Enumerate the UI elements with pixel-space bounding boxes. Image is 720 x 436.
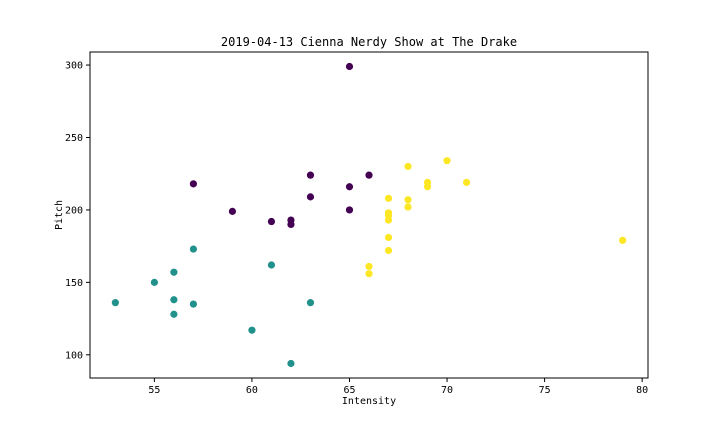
data-point xyxy=(423,183,432,191)
data-point xyxy=(267,217,276,226)
data-point xyxy=(170,310,178,318)
data-point xyxy=(170,296,178,304)
data-point xyxy=(111,299,119,307)
data-point xyxy=(306,193,315,201)
x-tick-label: 75 xyxy=(539,385,551,396)
data-point xyxy=(365,171,373,179)
data-point xyxy=(189,180,198,188)
y-tick-label: 200 xyxy=(65,205,83,216)
y-tick-label: 100 xyxy=(65,350,83,361)
data-point xyxy=(404,203,412,211)
data-point xyxy=(306,299,315,307)
chart-title: 2019-04-13 Cienna Nerdy Show at The Drak… xyxy=(221,35,517,49)
data-point xyxy=(306,171,315,179)
data-point xyxy=(443,157,451,165)
data-point xyxy=(170,268,178,276)
x-axis-label: Intensity xyxy=(342,396,396,407)
y-axis-label: Pitch xyxy=(54,200,65,230)
data-point xyxy=(189,245,198,253)
data-point xyxy=(228,207,237,215)
x-tick-label: 60 xyxy=(246,385,258,396)
data-point xyxy=(619,236,627,244)
y-tick-label: 300 xyxy=(65,61,83,72)
data-point xyxy=(384,216,393,224)
data-point xyxy=(150,278,158,286)
data-point xyxy=(404,162,412,171)
data-point xyxy=(462,178,471,186)
y-tick-label: 150 xyxy=(65,278,83,289)
data-point xyxy=(404,196,412,204)
data-points xyxy=(111,62,627,368)
data-point xyxy=(287,359,295,368)
data-point xyxy=(384,233,393,242)
data-point xyxy=(384,194,393,202)
data-point xyxy=(365,262,373,271)
x-tick-label: 80 xyxy=(636,385,648,396)
data-point xyxy=(345,62,354,71)
x-tick-label: 65 xyxy=(343,385,355,396)
data-point xyxy=(345,206,354,214)
data-point xyxy=(345,183,354,191)
y-tick-label: 250 xyxy=(65,133,83,144)
data-point xyxy=(365,270,373,278)
data-point xyxy=(384,246,393,255)
x-tick-label: 70 xyxy=(441,385,453,396)
axis-ticks: 55 60 65 70 75 80 100 150 200 250 300 xyxy=(65,61,648,396)
plot-frame xyxy=(89,51,649,379)
data-point xyxy=(248,326,256,334)
data-point xyxy=(267,261,276,269)
data-point xyxy=(287,220,295,229)
data-point xyxy=(189,300,198,308)
x-tick-label: 55 xyxy=(148,385,160,396)
